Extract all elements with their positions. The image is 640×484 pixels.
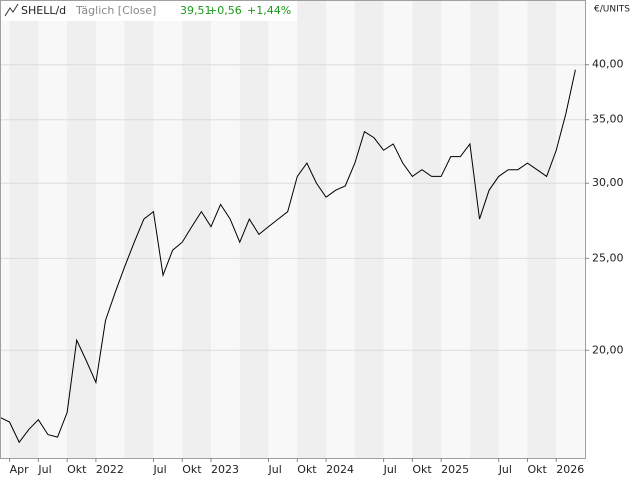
quarter-band: [239, 0, 269, 458]
y-tick-label: 30,00: [592, 176, 624, 189]
symbol: SHELL/d: [21, 4, 66, 17]
grid: [0, 64, 585, 351]
quarter-band: [527, 0, 557, 458]
bands: [0, 0, 585, 458]
x-tick-label: Okt: [297, 463, 317, 476]
quarter-band: [297, 0, 327, 458]
plot: [0, 69, 576, 444]
x-tick-label: Okt: [527, 463, 547, 476]
x-tick-label: Jul: [152, 463, 166, 476]
quarter-band: [124, 0, 154, 458]
y-tick-label: 25,00: [592, 251, 624, 264]
last-price: 39,51: [180, 4, 212, 17]
change: +0,56: [208, 4, 242, 17]
change-percent: +1,44%: [247, 4, 291, 17]
quarter-band: [182, 0, 211, 458]
x-tick-label: 2023: [211, 463, 239, 476]
y-axis-label: €/UNITS: [594, 5, 630, 15]
y-tick-label: 35,00: [592, 113, 624, 126]
chart-icon: [4, 3, 19, 17]
price-line: [0, 69, 576, 444]
y-tick-label: 40,00: [592, 58, 624, 71]
x-tick-label: 2025: [441, 463, 469, 476]
x-tick-label: Jul: [37, 463, 51, 476]
quarter-band: [354, 0, 384, 458]
subtitle: Täglich [Close]: [75, 4, 156, 17]
x-tick-label: Jul: [383, 463, 397, 476]
x-tick-label: 2024: [326, 463, 354, 476]
x-tick-label: 2026: [556, 463, 584, 476]
x-tick-label: Okt: [412, 463, 432, 476]
x-tick-label: Jul: [498, 463, 512, 476]
y-tick-label: 20,00: [592, 343, 624, 356]
quarter-band: [9, 0, 39, 458]
quarter-band: [67, 0, 96, 458]
x-tick-label: Apr: [10, 463, 30, 476]
x-tick-label: Jul: [268, 463, 282, 476]
quarter-band: [469, 0, 499, 458]
x-tick-label: 2022: [96, 463, 124, 476]
x-tick-label: Okt: [67, 463, 87, 476]
x-tick-label: Okt: [182, 463, 202, 476]
quarter-band: [412, 0, 442, 458]
header-box: [1, 1, 297, 21]
plot-frame: [0, 0, 586, 459]
